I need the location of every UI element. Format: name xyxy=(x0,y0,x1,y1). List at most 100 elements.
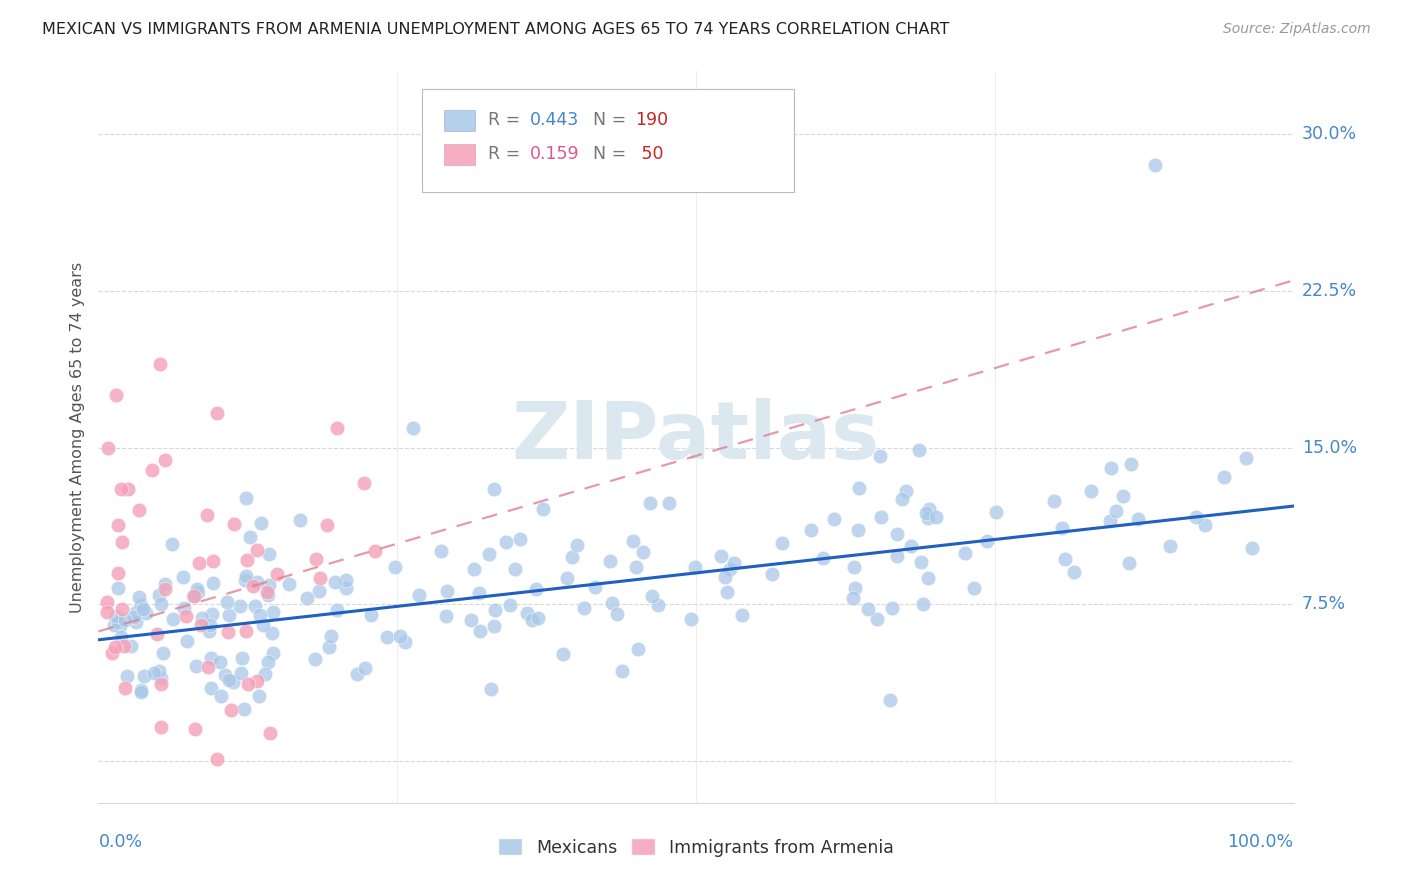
Point xyxy=(1159,539,1181,553)
Point xyxy=(190,617,212,632)
Legend: Mexicans, Immigrants from Armenia: Mexicans, Immigrants from Armenia xyxy=(491,831,901,863)
Point xyxy=(499,598,522,612)
Point xyxy=(103,617,125,632)
Point xyxy=(252,617,274,632)
Point xyxy=(891,492,914,507)
Point xyxy=(262,646,284,660)
Point xyxy=(716,585,738,599)
Point xyxy=(1143,158,1166,172)
Point xyxy=(713,570,735,584)
Text: ZIPatlas: ZIPatlas xyxy=(512,398,880,476)
Point xyxy=(638,496,661,510)
Point xyxy=(925,510,948,524)
Point xyxy=(132,602,155,616)
Point xyxy=(1241,541,1264,556)
Point xyxy=(129,685,152,699)
Text: 100.0%: 100.0% xyxy=(1227,833,1294,851)
Point xyxy=(976,534,998,549)
Point xyxy=(249,516,271,530)
Point xyxy=(1063,565,1085,579)
Point xyxy=(188,556,211,570)
Point xyxy=(434,609,457,624)
Point xyxy=(260,625,283,640)
Point xyxy=(125,615,148,629)
Point xyxy=(375,631,398,645)
Point xyxy=(96,595,118,609)
Point xyxy=(125,605,148,619)
Point xyxy=(239,530,262,544)
Point xyxy=(149,357,172,371)
Point xyxy=(335,582,357,596)
Point xyxy=(152,646,174,660)
Point xyxy=(484,603,506,617)
Point xyxy=(503,562,526,576)
Point xyxy=(824,512,846,526)
Point xyxy=(915,506,938,520)
Point xyxy=(305,551,328,566)
Point xyxy=(304,651,326,665)
Point xyxy=(112,639,135,653)
Text: 0.0%: 0.0% xyxy=(98,833,142,851)
Point xyxy=(460,613,482,627)
Point xyxy=(174,609,197,624)
Point xyxy=(111,602,134,616)
Point xyxy=(886,549,908,564)
Point xyxy=(567,538,589,552)
Point xyxy=(468,624,491,638)
Point xyxy=(319,629,342,643)
Point xyxy=(551,647,574,661)
Point xyxy=(214,668,236,682)
Point xyxy=(599,554,621,568)
Point xyxy=(249,607,271,622)
Point xyxy=(262,605,284,619)
Point xyxy=(200,651,222,665)
Point xyxy=(886,527,908,541)
Point xyxy=(278,576,301,591)
Point xyxy=(259,726,281,740)
Point xyxy=(844,581,866,595)
Text: MEXICAN VS IMMIGRANTS FROM ARMENIA UNEMPLOYMENT AMONG AGES 65 TO 74 YEARS CORREL: MEXICAN VS IMMIGRANTS FROM ARMENIA UNEMP… xyxy=(42,22,949,37)
Point xyxy=(233,573,256,587)
Point xyxy=(249,689,271,703)
Point xyxy=(325,603,347,617)
Point xyxy=(141,463,163,477)
Text: Source: ZipAtlas.com: Source: ZipAtlas.com xyxy=(1223,22,1371,37)
Point xyxy=(153,577,176,591)
Point xyxy=(120,640,142,654)
Point xyxy=(1099,460,1122,475)
Point xyxy=(246,543,269,558)
Point xyxy=(233,702,256,716)
Point xyxy=(572,600,595,615)
Point xyxy=(561,549,583,564)
Point xyxy=(176,634,198,648)
Point xyxy=(408,588,430,602)
Point xyxy=(710,549,733,563)
Point xyxy=(555,571,578,585)
Point xyxy=(256,585,278,599)
Point xyxy=(173,601,195,615)
Point xyxy=(245,599,267,614)
Point xyxy=(148,664,170,678)
Point xyxy=(257,587,280,601)
Point xyxy=(524,582,547,596)
Point xyxy=(201,575,224,590)
Point xyxy=(114,613,136,627)
Point xyxy=(844,559,866,574)
Point xyxy=(600,595,623,609)
Point xyxy=(326,421,349,435)
Point xyxy=(257,547,280,561)
Point xyxy=(484,619,506,633)
Point xyxy=(104,640,127,655)
Point xyxy=(723,557,745,571)
Point xyxy=(202,554,225,568)
Point xyxy=(323,575,346,590)
Point xyxy=(384,560,406,574)
Text: 0.159: 0.159 xyxy=(530,145,579,163)
Point xyxy=(114,681,136,695)
Point xyxy=(186,582,208,597)
Point xyxy=(1121,457,1143,471)
Point xyxy=(520,613,543,627)
Point xyxy=(685,560,707,574)
Point xyxy=(463,562,485,576)
Point xyxy=(360,607,382,622)
